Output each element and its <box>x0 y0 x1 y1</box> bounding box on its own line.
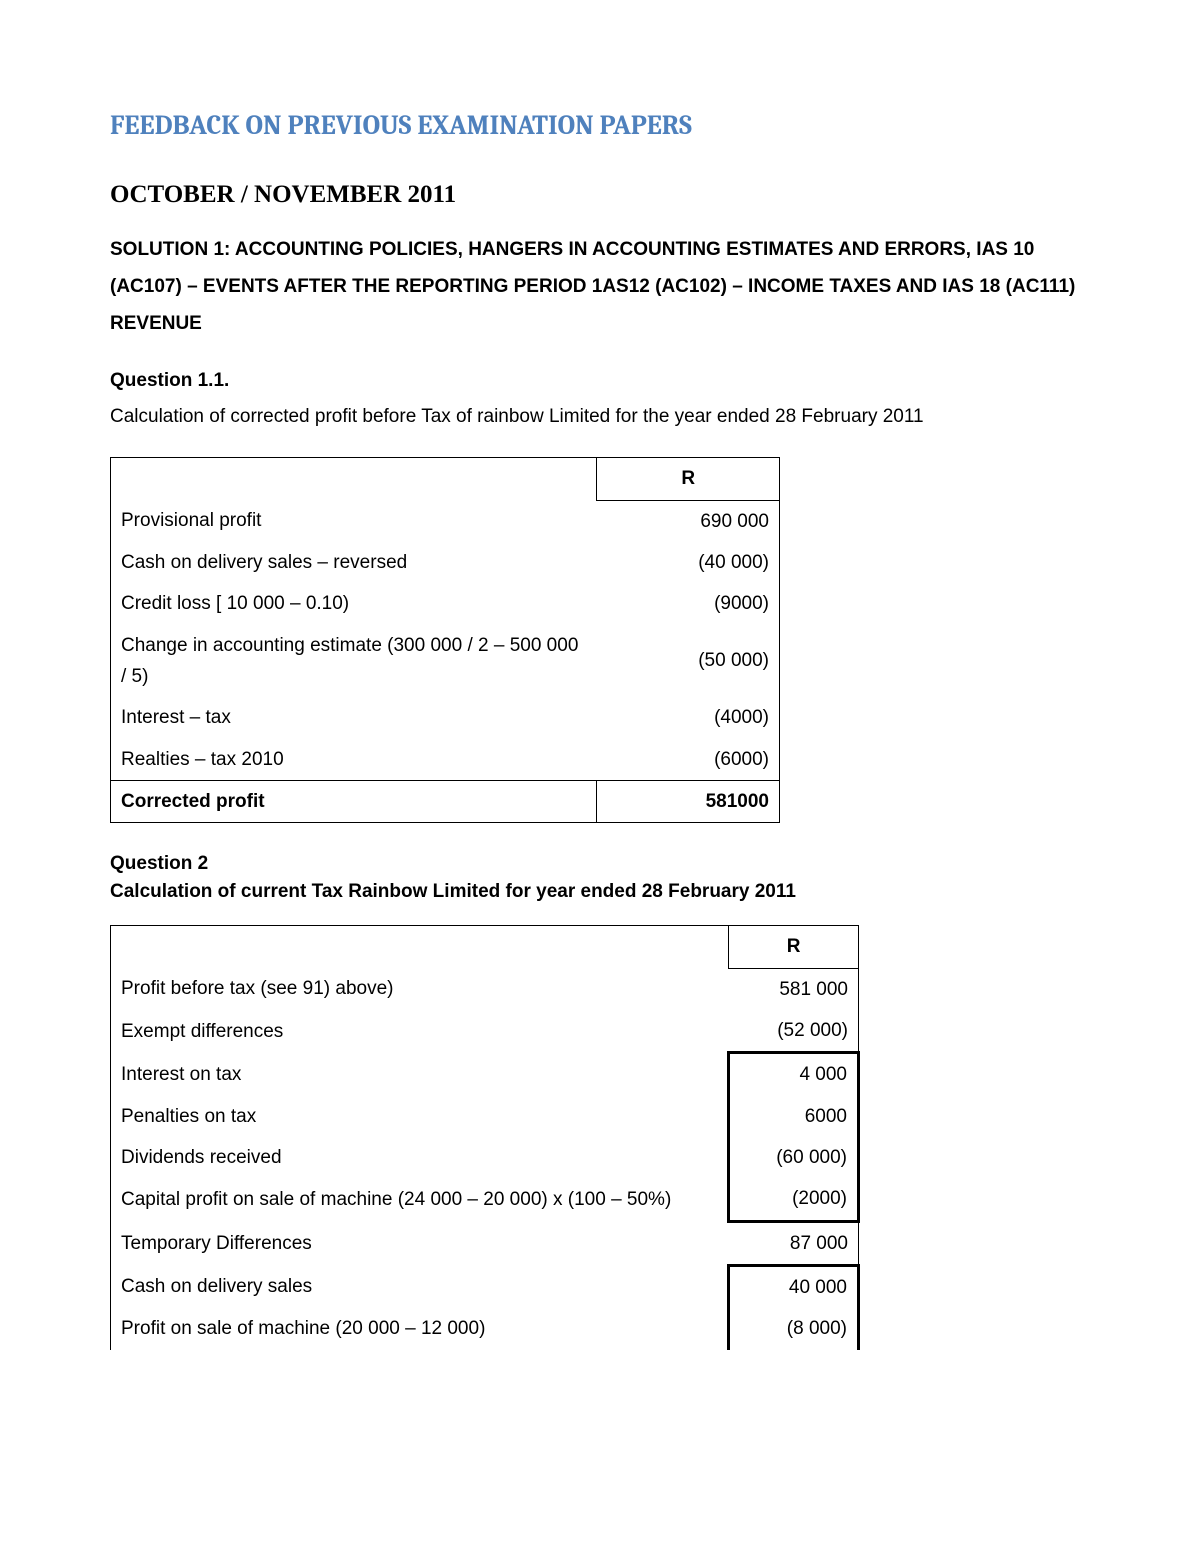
q2-label: Question 2 <box>110 853 1080 875</box>
t1-row-label: Interest – tax <box>111 697 597 738</box>
t2-row-value: 581 000 <box>729 968 859 1010</box>
t2-row-value: 40 000 <box>729 1266 859 1309</box>
t1-row-value: (4000) <box>597 697 780 738</box>
t1-total-value: 581000 <box>597 780 780 822</box>
t2-row-label: Cash on delivery sales <box>111 1266 729 1309</box>
t2-row-label: Capital profit on sale of machine (24 00… <box>111 1178 729 1221</box>
t1-row-label: Realties – tax 2010 <box>111 739 597 781</box>
q1-table: R Provisional profit690 000 Cash on deli… <box>110 457 780 823</box>
t1-row-label: Credit loss [ 10 000 – 0.10) <box>111 583 597 624</box>
t2-row-label: Interest on tax <box>111 1053 729 1096</box>
q2-header-blank <box>111 926 729 968</box>
sub-title: OCTOBER / NOVEMBER 2011 <box>110 181 1080 209</box>
t2-row-value: (52 000) <box>729 1010 859 1053</box>
q2-text: Calculation of current Tax Rainbow Limit… <box>110 881 1080 903</box>
t2-row-value: (2000) <box>729 1178 859 1221</box>
t1-row-value: (9000) <box>597 583 780 624</box>
main-title: FEEDBACK ON PREVIOUS EXAMINATION PAPERS <box>110 110 1080 141</box>
t2-row-label: Penalties on tax <box>111 1096 729 1137</box>
t1-row-value: (40 000) <box>597 542 780 583</box>
t2-row-label: Temporary Differences <box>111 1221 729 1265</box>
t2-row-label: Dividends received <box>111 1137 729 1178</box>
t1-row-value: (50 000) <box>597 625 780 698</box>
t2-row-value: 6000 <box>729 1096 859 1137</box>
t1-row-label: Change in accounting estimate (300 000 /… <box>111 625 597 698</box>
solution-heading: SOLUTION 1: ACCOUNTING POLICIES, HANGERS… <box>110 231 1080 342</box>
t2-row-value: 4 000 <box>729 1053 859 1096</box>
t1-total-label: Corrected profit <box>111 780 597 822</box>
t1-row-value: (6000) <box>597 739 780 781</box>
q2-header-r: R <box>729 926 859 968</box>
t2-row-label: Profit on sale of machine (20 000 – 12 0… <box>111 1308 729 1349</box>
q1-label: Question 1.1. <box>110 370 1080 392</box>
t2-row-label: Profit before tax (see 91) above) <box>111 968 729 1010</box>
t1-row-value: 690 000 <box>597 500 780 542</box>
q1-header-blank <box>111 458 597 500</box>
t2-row-value: (8 000) <box>729 1308 859 1349</box>
t2-row-label: Exempt differences <box>111 1010 729 1053</box>
t1-row-label: Cash on delivery sales – reversed <box>111 542 597 583</box>
t2-row-value: (60 000) <box>729 1137 859 1178</box>
q2-table: R Profit before tax (see 91) above)581 0… <box>110 925 860 1349</box>
t2-row-value: 87 000 <box>729 1221 859 1265</box>
t1-row-label: Provisional profit <box>111 500 597 542</box>
q1-text: Calculation of corrected profit before T… <box>110 398 1080 435</box>
q1-header-r: R <box>597 458 780 500</box>
